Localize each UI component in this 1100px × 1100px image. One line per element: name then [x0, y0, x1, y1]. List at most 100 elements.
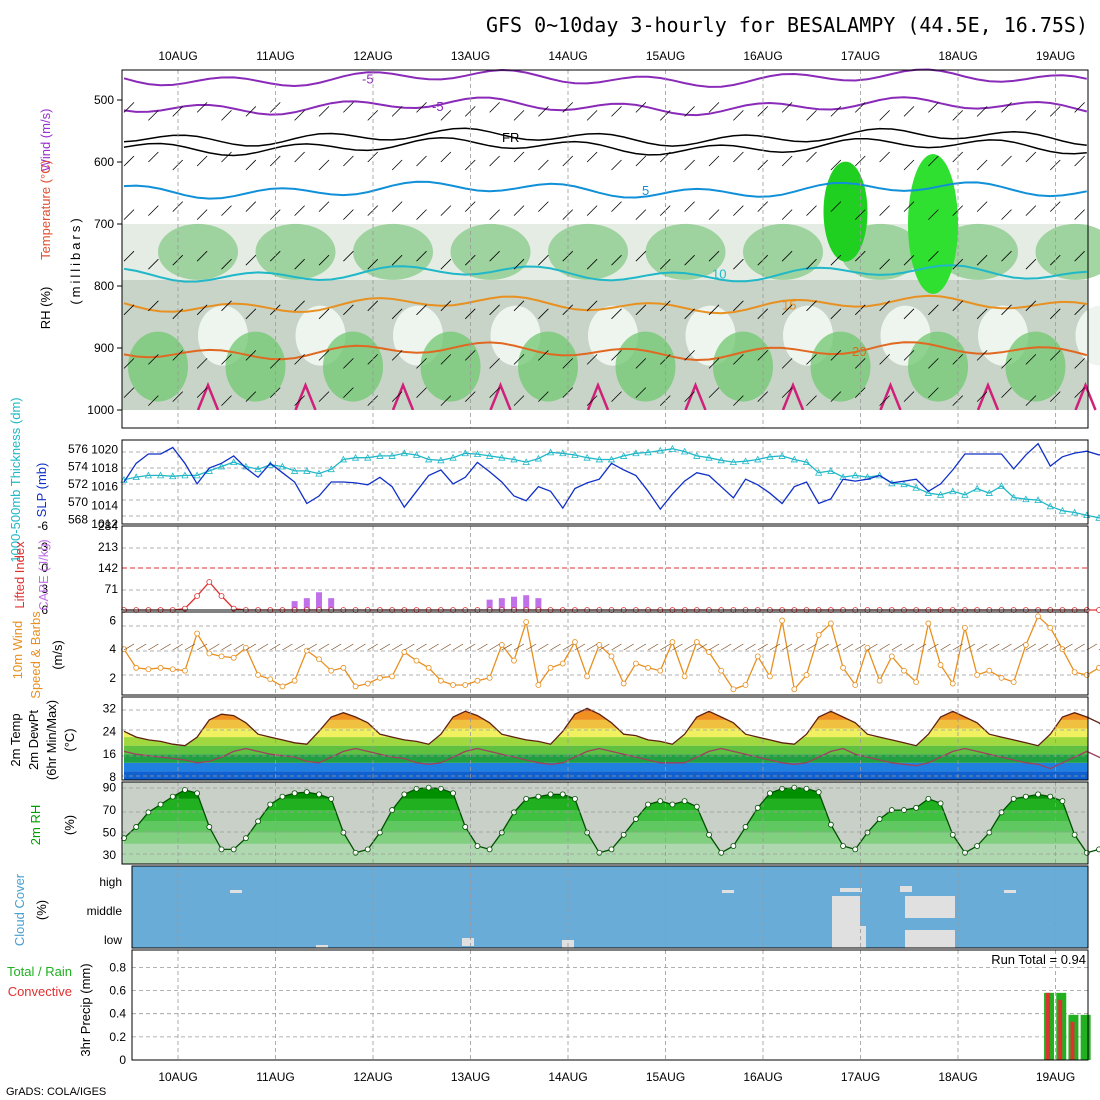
- wind10-point: [937, 662, 944, 668]
- wind-barb: [318, 254, 330, 266]
- thickness-point: [510, 455, 518, 463]
- wind10-barb: [842, 643, 854, 651]
- wind10-point: [255, 672, 261, 678]
- wind-barb: [440, 354, 452, 365]
- wind-barb: [245, 254, 257, 266]
- thickness-point: [412, 451, 421, 458]
- date-label-top: 14AUG: [548, 49, 587, 63]
- date-label-top: 19AUG: [1036, 49, 1075, 63]
- thickness-point: [973, 484, 981, 492]
- wind-barb: [221, 110, 232, 121]
- date-label-top: 18AUG: [938, 49, 977, 63]
- thickness-point: [351, 453, 360, 461]
- wind-barb: [294, 151, 305, 163]
- wind-barb: [586, 205, 598, 216]
- wind10-point: [925, 620, 932, 627]
- wind-barb: [562, 209, 574, 220]
- wind10-point: [1035, 613, 1041, 620]
- wind10-point: [267, 676, 274, 683]
- thickness-point: [1095, 513, 1100, 521]
- wind-barb: [611, 350, 622, 361]
- rh2m-point: [206, 824, 213, 830]
- wind-barb: [635, 250, 647, 262]
- rh2m-point: [596, 849, 603, 856]
- thickness-point: [473, 450, 482, 458]
- wind10-barb: [855, 643, 866, 651]
- wind10-barb: [574, 643, 586, 651]
- rh-moist-blob: [1035, 223, 1100, 280]
- rh2m-point: [413, 785, 420, 792]
- wind-barb: [1001, 387, 1012, 398]
- wind-barb: [757, 350, 769, 361]
- wind10-point: [364, 680, 371, 687]
- wind10-point: [389, 673, 396, 680]
- cloud-patch: [905, 930, 955, 948]
- thickness-point: [961, 490, 969, 498]
- li-axis-label: Lifted Index: [12, 541, 27, 609]
- wind-barb: [1025, 205, 1037, 216]
- rh2m-point: [840, 843, 846, 849]
- wind-barb: [245, 201, 257, 212]
- cape-bar: [511, 596, 517, 610]
- rh2m-point: [681, 798, 688, 804]
- wind-barb: [440, 395, 452, 406]
- wind10-barb: [404, 643, 415, 651]
- wind10-point: [242, 644, 249, 651]
- lifted-index-point: [194, 593, 201, 599]
- rh2m-panel: 90 70 50 30: [103, 781, 1100, 865]
- wind-barb: [635, 209, 647, 220]
- thickness-tick-label: 568: [68, 513, 88, 527]
- date-label-top: 17AUG: [841, 49, 880, 63]
- wind-barb: [928, 304, 939, 316]
- wind10-barb: [123, 643, 135, 651]
- rh2m-point: [1010, 795, 1017, 802]
- cape-bar: [303, 598, 310, 610]
- wind10-tick-label: 2: [109, 671, 116, 685]
- wind-barb: [148, 395, 159, 406]
- wind-barb: [440, 258, 452, 270]
- thickness-point: [156, 471, 165, 479]
- date-label-top: 15AUG: [646, 49, 685, 63]
- pressure-axis-label: (millibars): [68, 215, 83, 304]
- wind-barb: [684, 159, 695, 171]
- wind-barb: [123, 209, 135, 220]
- wind10-point: [730, 686, 737, 693]
- wind10-barb: [1037, 643, 1049, 651]
- thickness-point: [217, 462, 226, 470]
- wind-barb: [830, 308, 842, 320]
- wind-barb: [1049, 308, 1061, 320]
- wind10-barb: [465, 643, 476, 651]
- thickness-point: [790, 455, 798, 463]
- temp-band: [124, 719, 1088, 729]
- isotherm-label: -5: [362, 71, 374, 86]
- wind-barb: [538, 254, 549, 266]
- wind10-barb: [184, 643, 196, 651]
- wind-barb: [1001, 304, 1012, 316]
- date-label-bottom: 10AUG: [158, 1070, 197, 1084]
- wind-barb: [684, 308, 695, 320]
- temp-spike: [976, 381, 1000, 411]
- date-label-bottom: 13AUG: [451, 1070, 490, 1084]
- wind-barb: [172, 106, 184, 117]
- temp2m-tick-label: 32: [103, 701, 117, 715]
- wind-barb: [391, 391, 403, 402]
- thickness-point: [815, 468, 823, 476]
- wind10-point: [827, 620, 834, 627]
- wind-barb: [318, 159, 330, 171]
- wind-barb: [611, 201, 622, 212]
- rh2m-point: [888, 807, 895, 813]
- upper-air-panel: -5 -5 FR 5 10 15 20 500 600 700 800 900 1000: [87, 68, 1100, 429]
- wind-barb: [562, 250, 574, 262]
- wind-barb: [318, 391, 330, 402]
- wind10-point: [608, 653, 615, 660]
- rh-moist-blob: [743, 223, 823, 280]
- wind-barb: [733, 395, 744, 406]
- wind-barb: [1025, 300, 1037, 312]
- cloud-patch: [840, 888, 862, 892]
- cloud-patch: [905, 896, 955, 918]
- wind10-line: [123, 615, 1100, 691]
- wind10-point: [377, 674, 383, 681]
- wind-barb: [538, 308, 549, 320]
- rh2m-point: [864, 829, 871, 836]
- temp-spike: [781, 381, 805, 411]
